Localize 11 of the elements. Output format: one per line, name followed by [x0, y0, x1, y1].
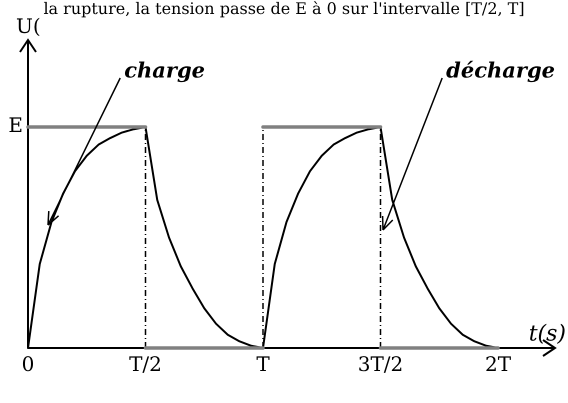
text: décharge [446, 57, 555, 82]
chart-title: la rupture, la tension passe de E à 0 sur l'intervalle [T/2, T] [43, 0, 525, 18]
x-axis-title: t(s) [528, 322, 566, 347]
x-tick-label: 3T/2 [358, 352, 404, 376]
annotation: E [8, 113, 23, 138]
x-tick-label: 2T [484, 352, 512, 376]
x-tick-label: 0 [22, 352, 34, 376]
text: charge [124, 57, 205, 82]
x-tick-label: T/2 [129, 352, 162, 376]
x-tick-label: T [256, 352, 270, 376]
y-axis-title: U( [16, 14, 41, 38]
